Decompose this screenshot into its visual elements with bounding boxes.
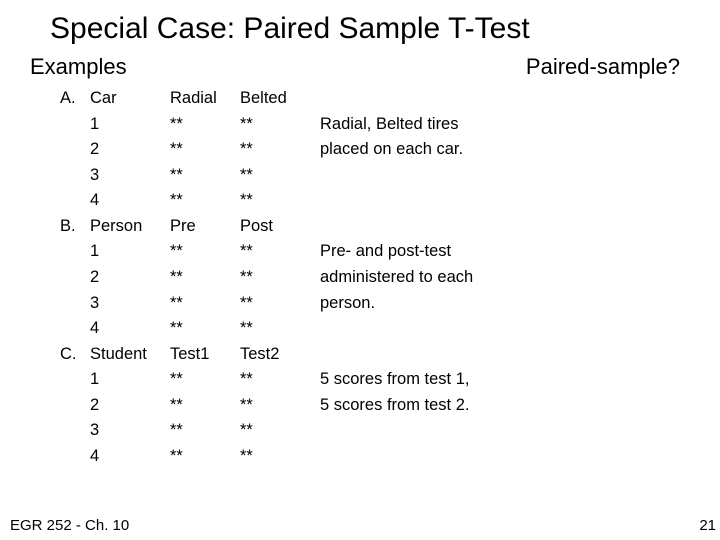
row-id: 4 bbox=[90, 316, 170, 342]
cell: ** bbox=[170, 444, 240, 470]
footer-left: EGR 252 - Ch. 10 bbox=[10, 517, 129, 534]
footer-right: 21 bbox=[699, 517, 716, 534]
col2-header: Test2 bbox=[240, 342, 320, 368]
table-row: 2 ** ** 5 scores from test 2. bbox=[60, 393, 720, 419]
paired-sample-label: Paired-sample? bbox=[526, 54, 680, 80]
table-row: 4 ** ** bbox=[60, 316, 720, 342]
cell: ** bbox=[240, 291, 320, 317]
table-row: 3 ** ** person. bbox=[60, 291, 720, 317]
id-header: Student bbox=[90, 342, 170, 368]
table-row: 1 ** ** 5 scores from test 1, bbox=[60, 367, 720, 393]
desc: administered to each bbox=[320, 265, 720, 291]
section-letter: B. bbox=[60, 214, 90, 240]
table-row: 2 ** ** administered to each bbox=[60, 265, 720, 291]
cell: ** bbox=[240, 444, 320, 470]
cell: ** bbox=[240, 239, 320, 265]
row-id: 3 bbox=[90, 163, 170, 189]
cell: ** bbox=[170, 137, 240, 163]
cell: ** bbox=[240, 418, 320, 444]
section-b-header: B. Person Pre Post bbox=[60, 214, 720, 240]
row-id: 1 bbox=[90, 239, 170, 265]
cell: ** bbox=[170, 163, 240, 189]
cell: ** bbox=[170, 367, 240, 393]
cell: ** bbox=[170, 418, 240, 444]
cell: ** bbox=[170, 316, 240, 342]
cell: ** bbox=[240, 393, 320, 419]
table-row: 3 ** ** bbox=[60, 163, 720, 189]
cell: ** bbox=[170, 291, 240, 317]
col1-header: Radial bbox=[170, 86, 240, 112]
table-row: 4 ** ** bbox=[60, 444, 720, 470]
row-id: 4 bbox=[90, 444, 170, 470]
col1-header: Test1 bbox=[170, 342, 240, 368]
col1-header: Pre bbox=[170, 214, 240, 240]
cell: ** bbox=[240, 316, 320, 342]
desc: 5 scores from test 2. bbox=[320, 393, 720, 419]
table-row: 1 ** ** Pre- and post-test bbox=[60, 239, 720, 265]
cell: ** bbox=[240, 188, 320, 214]
section-c-header: C. Student Test1 Test2 bbox=[60, 342, 720, 368]
section-letter: A. bbox=[60, 86, 90, 112]
subheader-row: Examples Paired-sample? bbox=[0, 54, 720, 80]
table-row: 1 ** ** Radial, Belted tires bbox=[60, 112, 720, 138]
content-area: A. Car Radial Belted 1 ** ** Radial, Bel… bbox=[0, 80, 720, 469]
row-id: 1 bbox=[90, 112, 170, 138]
row-id: 3 bbox=[90, 418, 170, 444]
desc: placed on each car. bbox=[320, 137, 720, 163]
desc: Pre- and post-test bbox=[320, 239, 720, 265]
examples-label: Examples bbox=[30, 54, 127, 80]
cell: ** bbox=[170, 112, 240, 138]
cell: ** bbox=[170, 188, 240, 214]
cell: ** bbox=[170, 265, 240, 291]
section-letter: C. bbox=[60, 342, 90, 368]
row-id: 2 bbox=[90, 265, 170, 291]
id-header: Person bbox=[90, 214, 170, 240]
col2-header: Post bbox=[240, 214, 320, 240]
row-id: 2 bbox=[90, 137, 170, 163]
cell: ** bbox=[170, 393, 240, 419]
desc: person. bbox=[320, 291, 720, 317]
desc: 5 scores from test 1, bbox=[320, 367, 720, 393]
cell: ** bbox=[240, 367, 320, 393]
slide-title: Special Case: Paired Sample T-Test bbox=[0, 0, 720, 54]
table-row: 3 ** ** bbox=[60, 418, 720, 444]
cell: ** bbox=[240, 265, 320, 291]
cell: ** bbox=[240, 137, 320, 163]
id-header: Car bbox=[90, 86, 170, 112]
row-id: 1 bbox=[90, 367, 170, 393]
section-a-header: A. Car Radial Belted bbox=[60, 86, 720, 112]
cell: ** bbox=[240, 112, 320, 138]
row-id: 3 bbox=[90, 291, 170, 317]
row-id: 2 bbox=[90, 393, 170, 419]
row-id: 4 bbox=[90, 188, 170, 214]
col2-header: Belted bbox=[240, 86, 320, 112]
desc: Radial, Belted tires bbox=[320, 112, 720, 138]
cell: ** bbox=[170, 239, 240, 265]
table-row: 2 ** ** placed on each car. bbox=[60, 137, 720, 163]
cell: ** bbox=[240, 163, 320, 189]
table-row: 4 ** ** bbox=[60, 188, 720, 214]
